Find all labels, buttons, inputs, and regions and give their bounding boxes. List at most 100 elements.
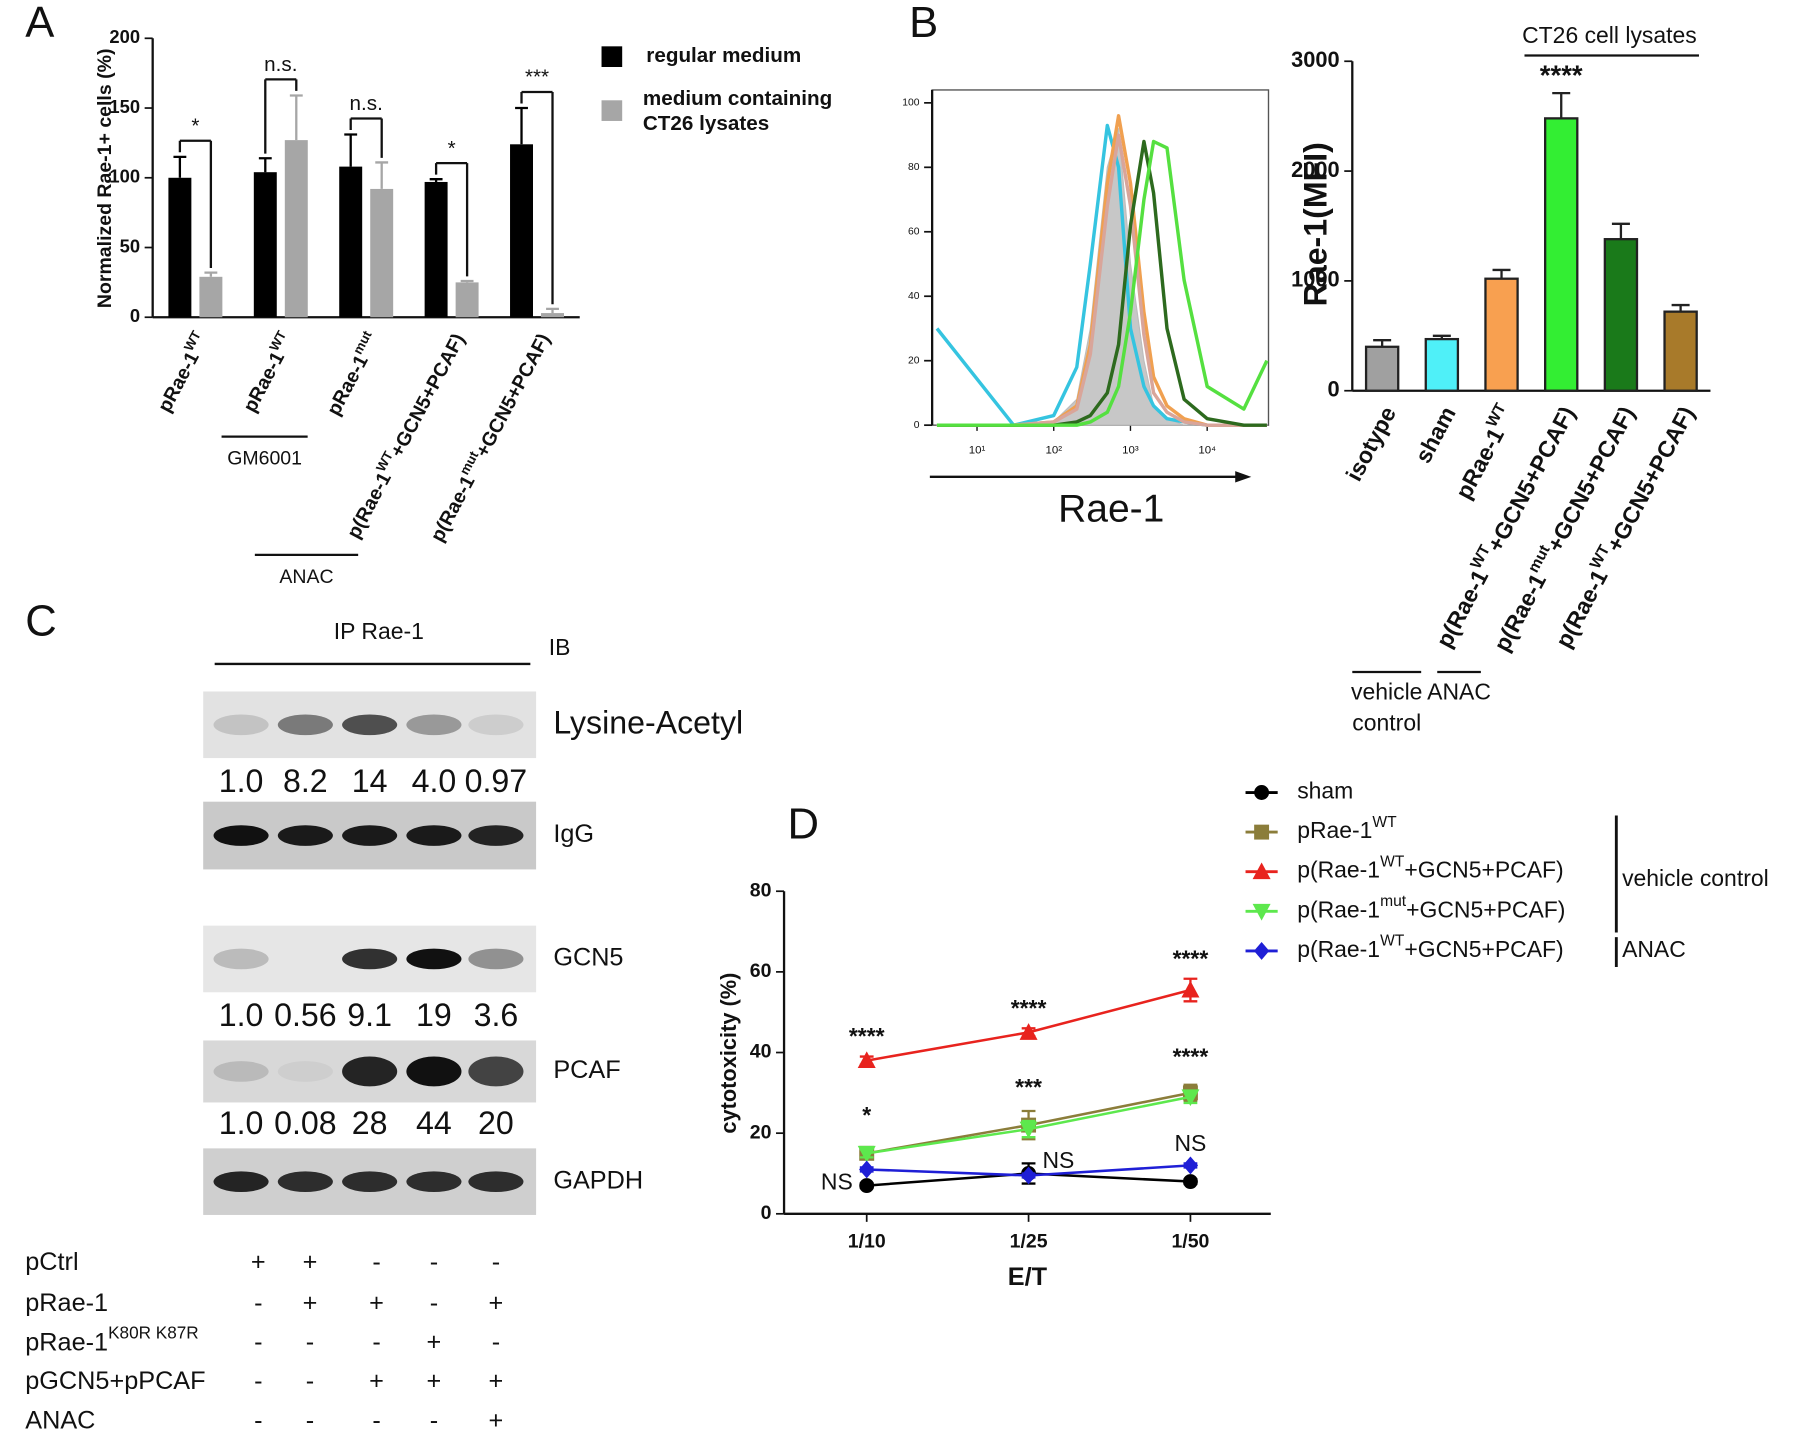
condition-mark: + [489, 1289, 504, 1317]
condition-mark: - [254, 1289, 262, 1317]
text-base: pRae-1 [154, 348, 204, 416]
text-base: pRae-1 [25, 1328, 108, 1356]
y-tick-label: 1000 [1291, 267, 1340, 292]
text-superscript: mut [1380, 893, 1407, 910]
y-axis-label: cytotoxicity (%) [716, 973, 741, 1134]
y-tick-label: 150 [109, 96, 140, 117]
data-point [1181, 1089, 1200, 1107]
legend-label: p(Rae-1WT+GCN5+PCAF) [1297, 854, 1564, 883]
error-bar [429, 178, 443, 182]
significance-label: *** [525, 66, 549, 89]
x-tick-label: 1/25 [1010, 1231, 1048, 1253]
significance-label: NS [1174, 1130, 1206, 1156]
group-label: ANAC [1427, 680, 1491, 706]
y-tick-label: 80 [750, 879, 772, 901]
significance-label: NS [1042, 1147, 1074, 1173]
blot-band [277, 714, 333, 736]
blot-band [468, 948, 524, 970]
blot-row-label: Lysine-Acetyl [553, 704, 743, 740]
legend-label-box: medium containing CT26 lysates [643, 87, 832, 135]
blot-quantification: 9.1 [347, 997, 392, 1033]
data-point [857, 1145, 876, 1163]
significance-label: * [191, 114, 199, 137]
blot-band [277, 825, 333, 846]
blot-band [342, 714, 398, 736]
x-tick-label: sham [1410, 402, 1461, 467]
significance-bracket [520, 90, 554, 305]
text-base: p(Rae-1 [1297, 896, 1380, 922]
legend-swatch [601, 100, 623, 121]
error-bar [1611, 222, 1630, 240]
blot-band [342, 948, 398, 970]
text-base: p(Rae-1 [427, 472, 480, 546]
blot-band [468, 714, 524, 736]
blot-quantification: 28 [352, 1105, 388, 1141]
blot-band [406, 825, 462, 846]
y-tick-label: 20 [750, 1121, 772, 1143]
error-bar [460, 279, 474, 283]
legend-group-label: ANAC [1622, 936, 1686, 962]
panel-label: D [788, 800, 820, 848]
blot-band [406, 714, 462, 736]
error-bar [204, 271, 218, 277]
text-base: p(Rae-1 [343, 469, 396, 543]
blot-band [213, 948, 269, 970]
blot-quantification: 0.08 [274, 1105, 337, 1141]
blot-band [406, 1056, 462, 1087]
legend-marker [1254, 824, 1270, 840]
condition-mark: - [306, 1367, 314, 1395]
x-tick-label: pRae-1WT [150, 328, 214, 416]
text-superscript: mut [350, 327, 375, 356]
legend-marker [1252, 903, 1271, 921]
condition-mark: - [492, 1328, 500, 1356]
blot-band [277, 1061, 333, 1082]
condition-mark: - [254, 1367, 262, 1395]
y-axis-label: Normalized Rae-1+ cells (%) [94, 49, 116, 309]
text-tail: +GCN5+PCAF) [472, 330, 556, 461]
significance-label: **** [849, 1023, 885, 1049]
significance-label: **** [1011, 995, 1047, 1021]
significance-bracket [434, 161, 469, 277]
bar [1544, 117, 1579, 392]
blot-title: IP Rae-1 [334, 618, 424, 644]
data-point [1181, 980, 1200, 998]
x-tick-label: 10³ [1122, 444, 1139, 456]
bar [253, 172, 277, 318]
blot-quantification: 0.97 [465, 763, 528, 799]
error-bar [1671, 303, 1690, 312]
x-axis-label: Rae-1 [1058, 488, 1164, 531]
x-axis-label: E/T [1008, 1263, 1048, 1291]
text-tail: +GCN5+PCAF) [1404, 857, 1563, 883]
text-base: p(Rae-1 [1550, 565, 1613, 652]
x-tick-label: 10² [1045, 444, 1062, 456]
blot-quantification: 19 [416, 997, 452, 1033]
condition-mark: + [303, 1289, 318, 1317]
bar [424, 181, 448, 318]
y-axis-label: Rae-1(MFI) [1297, 142, 1333, 306]
y-tick-label: 0 [761, 1202, 772, 1224]
legend-group-label: vehicle control [1622, 865, 1769, 891]
text-base: pRae-1 [239, 348, 289, 416]
text-base: p(Rae-1 [1489, 569, 1552, 656]
condition-label: ANAC [25, 1406, 95, 1434]
blot-row-label: GAPDH [553, 1166, 643, 1194]
blot-band [342, 1171, 398, 1192]
group-label-box: vehicle control [1351, 680, 1422, 736]
significance-label: * [862, 1102, 871, 1128]
blot-ib-label: IB [549, 634, 571, 660]
error-bar [258, 157, 272, 173]
text-superscript: WT [1380, 933, 1405, 950]
bar [510, 144, 533, 318]
error-bar [289, 94, 303, 141]
y-tick-label: 60 [750, 960, 772, 982]
y-tick-label: 2000 [1291, 157, 1340, 182]
significance-label: n.s. [350, 92, 383, 115]
y-tick-label: 0 [1328, 376, 1340, 401]
legend-label: pRae-1WT [1297, 814, 1397, 843]
significance-label: **** [1540, 59, 1583, 90]
bar [284, 140, 308, 318]
text-base: pRae-1 [1297, 817, 1372, 843]
x-tick-label: 1/10 [848, 1231, 886, 1253]
